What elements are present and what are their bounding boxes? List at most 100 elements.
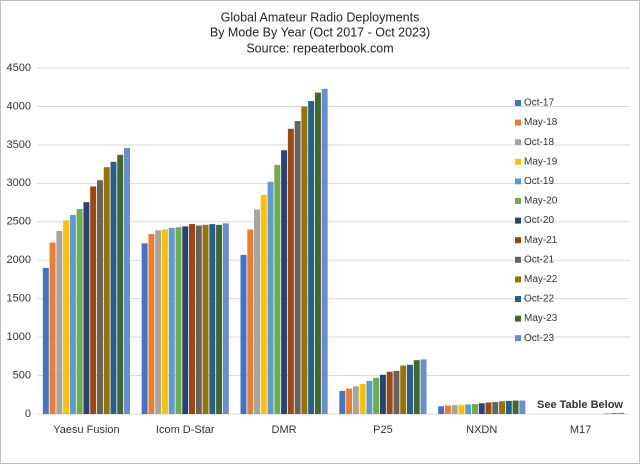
bar bbox=[56, 231, 63, 414]
bar bbox=[240, 254, 247, 414]
bar bbox=[458, 404, 465, 414]
bar bbox=[465, 404, 472, 414]
bar bbox=[202, 224, 209, 414]
bar bbox=[393, 370, 400, 414]
y-tick-label: 2000 bbox=[7, 254, 31, 266]
bar bbox=[189, 224, 195, 414]
bar bbox=[69, 214, 76, 414]
bar bbox=[110, 161, 117, 414]
bar bbox=[339, 390, 346, 414]
bar bbox=[308, 101, 315, 414]
bar bbox=[90, 186, 97, 414]
bar bbox=[492, 402, 499, 414]
legend-label: Oct-19 bbox=[524, 176, 554, 187]
x-tick-label: NXDN bbox=[466, 424, 497, 436]
bar bbox=[359, 384, 366, 414]
y-tick-label: 2500 bbox=[7, 216, 31, 228]
bar bbox=[478, 403, 485, 414]
legend-swatch bbox=[515, 178, 521, 185]
annotation: See Table Below bbox=[537, 399, 623, 411]
bar bbox=[352, 386, 359, 414]
y-tick-label: 3500 bbox=[7, 139, 31, 151]
bar bbox=[287, 128, 294, 414]
bar bbox=[175, 227, 182, 414]
bar bbox=[618, 412, 625, 414]
bar bbox=[216, 224, 223, 414]
legend-swatch bbox=[515, 139, 521, 146]
bar bbox=[148, 234, 155, 414]
bar bbox=[379, 374, 386, 414]
bar bbox=[451, 405, 458, 414]
legend-label: Oct-23 bbox=[524, 333, 554, 344]
bar bbox=[438, 406, 445, 414]
bar bbox=[254, 209, 261, 414]
bar bbox=[161, 229, 168, 414]
legend-swatch bbox=[515, 119, 521, 126]
legend-swatch bbox=[515, 315, 521, 322]
legend-label: May-21 bbox=[524, 235, 558, 246]
bar bbox=[444, 405, 451, 414]
bar bbox=[301, 106, 308, 414]
legend-swatch bbox=[515, 276, 521, 283]
bar bbox=[96, 180, 103, 414]
legend-label: Oct-22 bbox=[524, 294, 554, 305]
bar bbox=[168, 227, 175, 414]
legend-label: May-23 bbox=[524, 313, 558, 324]
bar bbox=[124, 147, 130, 414]
bar bbox=[103, 167, 110, 414]
x-tick-label: P25 bbox=[373, 424, 393, 436]
bar bbox=[346, 388, 353, 414]
y-tick-label: 4500 bbox=[7, 62, 31, 74]
bar bbox=[611, 413, 618, 414]
y-tick-label: 500 bbox=[13, 369, 31, 381]
x-tick-label: Icom D-Star bbox=[156, 424, 215, 436]
bar bbox=[366, 380, 373, 414]
y-tick-label: 4000 bbox=[7, 100, 31, 112]
bar bbox=[83, 202, 90, 414]
legend-swatch bbox=[515, 296, 521, 302]
bar bbox=[281, 150, 288, 414]
y-tick-label: 3000 bbox=[7, 177, 31, 189]
bar bbox=[182, 226, 189, 414]
bar bbox=[141, 243, 148, 414]
legend-swatch bbox=[515, 237, 521, 244]
bar bbox=[485, 402, 492, 414]
bar bbox=[76, 209, 83, 414]
legend-label: Oct-21 bbox=[524, 254, 554, 265]
legend-label: May-19 bbox=[524, 156, 558, 167]
legend-swatch bbox=[515, 100, 521, 106]
legend-swatch bbox=[515, 158, 521, 165]
chart-title: Global Amateur Radio Deployments bbox=[221, 10, 420, 24]
legend-label: Oct-20 bbox=[524, 215, 554, 226]
bar bbox=[472, 404, 478, 414]
bar bbox=[63, 220, 70, 414]
bar bbox=[499, 401, 506, 414]
legend-label: May-20 bbox=[524, 196, 558, 207]
bar bbox=[321, 88, 328, 414]
x-tick-label: DMR bbox=[272, 424, 297, 436]
bar bbox=[42, 267, 49, 414]
bar bbox=[519, 400, 526, 414]
chart-subtitle: By Mode By Year (Oct 2017 - Oct 2023) bbox=[210, 25, 430, 39]
legend-label: Oct-18 bbox=[524, 137, 554, 148]
legend-label: May-22 bbox=[524, 274, 558, 285]
bar bbox=[314, 92, 321, 415]
bar bbox=[247, 229, 254, 414]
chart-source: Source: repeaterbook.com bbox=[246, 41, 393, 55]
legend-swatch bbox=[515, 256, 521, 263]
legend-swatch bbox=[515, 198, 521, 204]
bar bbox=[386, 371, 393, 414]
bar bbox=[274, 164, 281, 414]
bar bbox=[209, 224, 216, 414]
legend-swatch bbox=[515, 335, 521, 342]
legend-label: Oct-17 bbox=[524, 98, 554, 109]
y-tick-label: 1500 bbox=[7, 293, 31, 305]
x-tick-label: Yaesu Fusion bbox=[53, 424, 119, 436]
bar bbox=[260, 194, 267, 414]
legend-swatch bbox=[515, 217, 521, 224]
y-tick-label: 1000 bbox=[7, 331, 31, 343]
bar bbox=[400, 365, 407, 414]
bar bbox=[420, 359, 427, 414]
bar bbox=[117, 154, 124, 414]
